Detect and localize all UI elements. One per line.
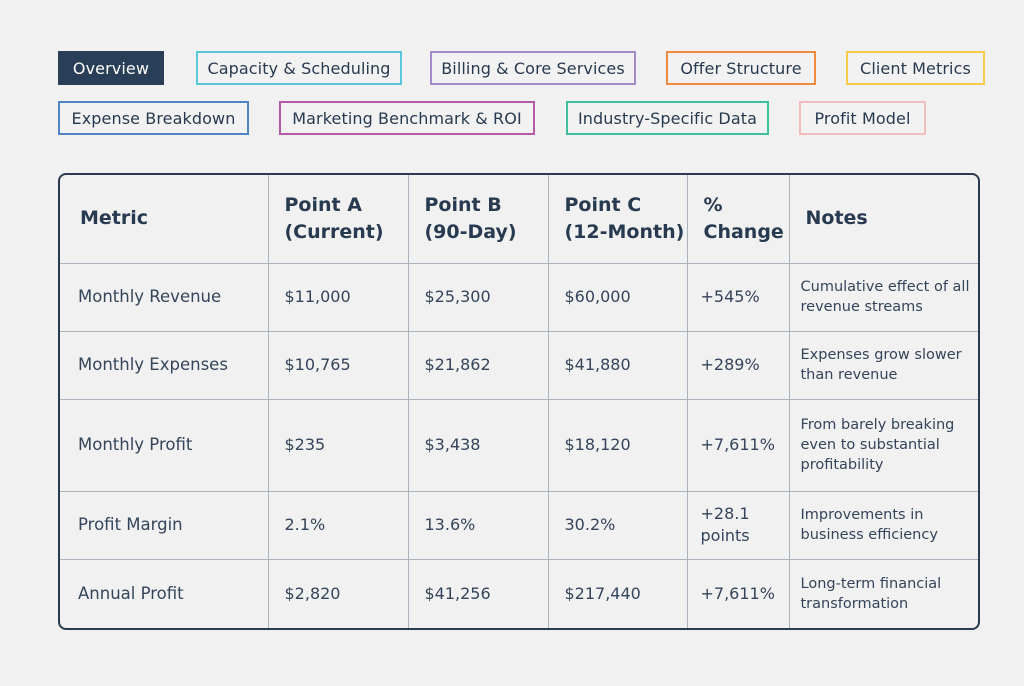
cell-percent-change: +28.1 points [686, 490, 790, 560]
cell-point-b: $41,256 [407, 558, 549, 628]
table-row: Monthly Profit $235 $3,438 $18,120 +7,61… [60, 398, 978, 492]
cell-percent-change: +289% [686, 330, 790, 400]
table-row: Profit Margin 2.1% 13.6% 30.2% +28.1 poi… [60, 490, 978, 560]
header-percent-change: % Change [686, 175, 790, 264]
cell-point-a: $11,000 [267, 262, 409, 332]
tab-marketing-benchmark-roi[interactable]: Marketing Benchmark & ROI [279, 101, 535, 135]
cell-notes: Expenses grow slower than revenue [788, 330, 978, 400]
cell-point-b: $25,300 [407, 262, 549, 332]
cell-point-a: $2,820 [267, 558, 409, 628]
table-row: Monthly Revenue $11,000 $25,300 $60,000 … [60, 262, 978, 332]
table-header-row: Metric Point A (Current) Point B (90-Day… [60, 175, 978, 264]
cell-point-b: 13.6% [407, 490, 549, 560]
cell-point-c: $41,880 [547, 330, 688, 400]
tab-expense-breakdown[interactable]: Expense Breakdown [58, 101, 249, 135]
cell-percent-change: +545% [686, 262, 790, 332]
tab-offer-structure[interactable]: Offer Structure [666, 51, 816, 85]
cell-metric: Monthly Revenue [60, 262, 269, 332]
cell-metric: Monthly Expenses [60, 330, 269, 400]
tab-overview[interactable]: Overview [58, 51, 164, 85]
cell-point-c: $18,120 [547, 398, 688, 492]
cell-point-a: 2.1% [267, 490, 409, 560]
cell-percent-change: +7,611% [686, 558, 790, 628]
metrics-table: Metric Point A (Current) Point B (90-Day… [58, 173, 980, 630]
metrics-table-grid: Metric Point A (Current) Point B (90-Day… [60, 175, 978, 628]
tab-client-metrics[interactable]: Client Metrics [846, 51, 985, 85]
header-point-a: Point A (Current) [267, 175, 409, 264]
cell-point-b: $21,862 [407, 330, 549, 400]
cell-point-c: $217,440 [547, 558, 688, 628]
cell-point-c: $60,000 [547, 262, 688, 332]
tab-industry-specific-data[interactable]: Industry-Specific Data [566, 101, 769, 135]
table-row: Monthly Expenses $10,765 $21,862 $41,880… [60, 330, 978, 400]
cell-notes: From barely breaking even to substantial… [788, 398, 978, 492]
cell-metric: Annual Profit [60, 558, 269, 628]
cell-point-b: $3,438 [407, 398, 549, 492]
cell-notes: Improvements in business efficiency [788, 490, 978, 560]
cell-point-a: $10,765 [267, 330, 409, 400]
header-point-b: Point B (90-Day) [407, 175, 549, 264]
cell-point-a: $235 [267, 398, 409, 492]
header-notes: Notes [788, 175, 978, 264]
cell-metric: Monthly Profit [60, 398, 269, 492]
cell-point-c: 30.2% [547, 490, 688, 560]
tab-capacity-scheduling[interactable]: Capacity & Scheduling [196, 51, 402, 85]
cell-notes: Long-term financial transformation [788, 558, 978, 628]
cell-percent-change: +7,611% [686, 398, 790, 492]
cell-notes: Cumulative effect of all revenue streams [788, 262, 978, 332]
header-point-c: Point C (12-Month) [547, 175, 688, 264]
cell-metric: Profit Margin [60, 490, 269, 560]
header-metric: Metric [60, 175, 269, 264]
tab-billing-core-services[interactable]: Billing & Core Services [430, 51, 636, 85]
tab-profit-model[interactable]: Profit Model [799, 101, 926, 135]
table-row: Annual Profit $2,820 $41,256 $217,440 +7… [60, 558, 978, 628]
